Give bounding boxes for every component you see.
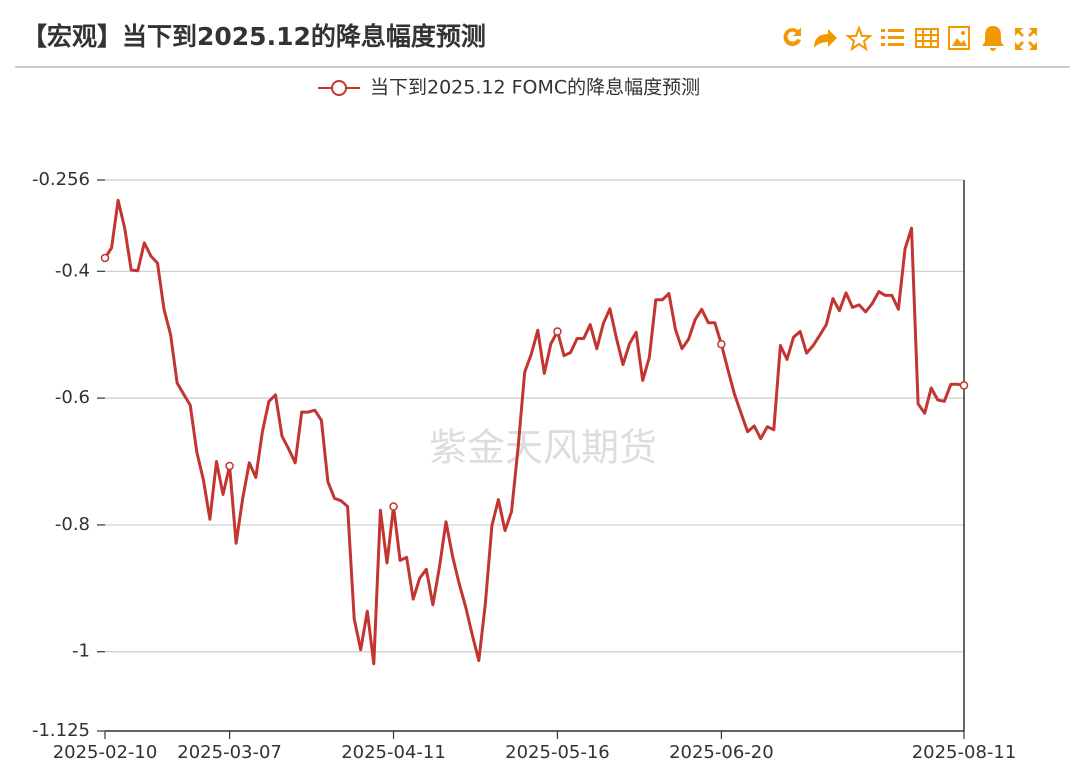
x-tick-label: 2025-05-16 (505, 742, 610, 763)
series-point (389, 502, 398, 511)
alert-icon[interactable] (982, 26, 1004, 51)
y-tick-label: -0.6 (55, 387, 90, 408)
series-point (959, 381, 969, 390)
watermark: 紫金天风期货 (429, 426, 657, 470)
legend-symbol (331, 80, 347, 96)
series-point (225, 461, 234, 471)
series-point (100, 253, 110, 263)
x-tick-label: 2025-02-10 (53, 742, 158, 763)
y-tick-label: -0.4 (55, 260, 90, 281)
series-point (717, 339, 726, 349)
series-line (103, 198, 965, 666)
fullscreen-icon[interactable] (1015, 28, 1037, 50)
legend: 当下到2025.12 FOMC的降息幅度预测 (318, 77, 700, 99)
refresh-icon[interactable] (783, 28, 801, 47)
image-icon[interactable] (948, 26, 970, 50)
list-icon[interactable] (881, 29, 904, 46)
legend-label[interactable]: 当下到2025.12 FOMC的降息幅度预测 (370, 77, 700, 99)
x-tick-label: 2025-04-11 (341, 742, 446, 763)
y-tick-label: -1 (72, 641, 90, 662)
page-title: 【宏观】当下到2025.12的降息幅度预测 (22, 22, 486, 51)
x-tick-label: 2025-06-20 (669, 742, 774, 763)
x-tick-label: 2025-08-11 (912, 742, 1017, 763)
y-tick-label: -0.256 (32, 169, 90, 190)
share-icon[interactable] (814, 29, 837, 48)
x-tick-label: 2025-03-07 (177, 742, 282, 763)
favorite-icon[interactable] (845, 25, 873, 52)
table-icon[interactable] (915, 28, 939, 48)
y-tick-label: -1.125 (32, 720, 90, 741)
series-point (553, 327, 562, 336)
toolbar (783, 25, 1037, 52)
y-tick-label: -0.8 (55, 514, 90, 535)
